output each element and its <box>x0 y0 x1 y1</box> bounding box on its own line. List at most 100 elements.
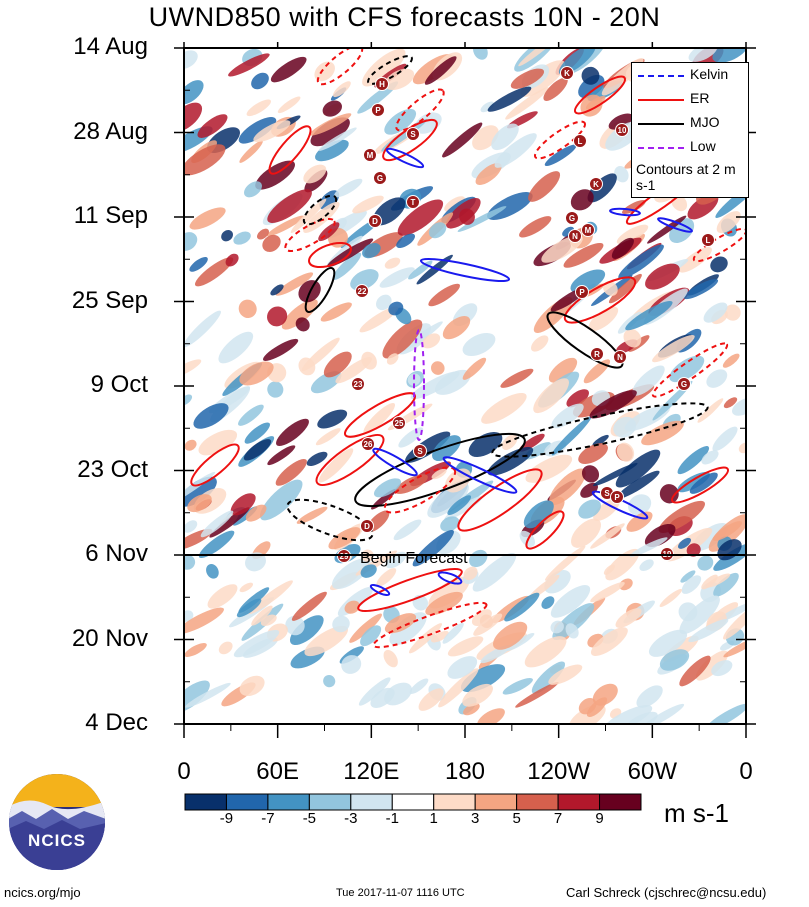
wind-anomaly-patch <box>528 171 561 202</box>
storm-marker-dot <box>565 211 579 225</box>
wind-anomaly-patch <box>309 113 352 136</box>
colorbar-swatch <box>308 793 352 811</box>
wind-anomaly-patch <box>262 234 281 252</box>
colorbar-level-label: -3 <box>344 810 358 827</box>
wind-anomaly-patch <box>207 584 238 609</box>
colorbar-level-label: 3 <box>471 810 480 827</box>
x-tick-label: 120E <box>343 758 400 785</box>
wind-anomaly-patch <box>544 144 577 166</box>
storm-marker-dot <box>406 195 420 209</box>
wind-anomaly-patch <box>581 465 600 483</box>
wind-anomaly-patch <box>616 442 635 462</box>
wind-anomaly-patch <box>504 592 540 622</box>
storm-marker-dot <box>701 233 715 247</box>
wind-anomaly-patch <box>588 306 619 332</box>
wind-anomaly-patch <box>318 127 357 151</box>
colorbar-swatch <box>599 793 642 811</box>
wind-anomaly-patch <box>193 403 229 429</box>
wind-anomaly-patch <box>323 674 336 688</box>
wind-anomaly-patch <box>697 398 724 423</box>
y-tick-label: 25 Sep <box>71 286 148 314</box>
wind-anomaly-patch <box>625 711 658 724</box>
wind-anomaly-patch <box>198 429 238 456</box>
wind-anomaly-patch <box>259 479 303 521</box>
contour <box>315 434 385 486</box>
wind-anomaly-patch <box>462 357 487 380</box>
wind-anomaly-patch <box>266 215 304 237</box>
storm-marker-label: S <box>417 447 423 456</box>
wind-anomaly-patch <box>583 359 611 384</box>
wind-anomaly-patch <box>494 133 537 168</box>
colorbar-level-label: -1 <box>385 810 399 827</box>
wind-anomaly-patch <box>239 582 254 593</box>
storm-marker: 23 <box>351 377 365 391</box>
legend-item-mjo: MJO <box>632 113 748 133</box>
wind-anomaly-patch <box>616 470 660 499</box>
contour <box>308 241 352 269</box>
wind-anomaly-patch <box>652 334 695 363</box>
storm-marker-label: N <box>572 232 578 241</box>
wind-anomaly-patch <box>713 572 739 597</box>
legend: Kelvin ER MJO Low Contours at 2 m s-1 <box>631 62 749 198</box>
legend-label-er: ER <box>690 90 710 106</box>
kelvin-contour <box>385 147 425 169</box>
storm-marker-label: 23 <box>354 380 363 389</box>
storm-marker-dot <box>613 350 627 364</box>
kelvin-contour <box>437 571 463 585</box>
wind-anomaly-patch <box>550 620 564 634</box>
logo-text: NCICS <box>28 831 86 850</box>
wind-anomaly-patch <box>185 682 231 708</box>
wind-anomaly-patch <box>723 397 738 409</box>
wind-anomaly-patch <box>184 520 198 533</box>
storm-marker: M <box>363 148 377 162</box>
wind-anomaly-patch <box>592 434 609 447</box>
storm-marker-dot <box>677 377 691 391</box>
wind-anomaly-patch <box>315 139 349 162</box>
wind-anomaly-patch <box>239 675 265 697</box>
wind-anomaly-patch <box>549 468 586 506</box>
low-contour <box>413 329 425 441</box>
wind-anomaly-patch <box>187 494 212 513</box>
contour <box>491 402 709 458</box>
wind-anomaly-patch <box>200 510 234 538</box>
wind-anomaly-patch <box>246 99 271 117</box>
wind-anomaly-patch <box>481 392 527 424</box>
x-tick-label: 0 <box>739 758 753 785</box>
storm-markers: HPSMGTD2223KLK10GNMLPRNG2625SD29SP19 <box>337 66 715 563</box>
wind-anomaly-patch <box>379 267 415 288</box>
wind-anomaly-patch <box>614 166 629 183</box>
wind-anomaly-patch <box>462 683 493 707</box>
wind-anomaly-patch <box>493 621 528 650</box>
wind-anomaly-patch <box>394 474 428 494</box>
wind-anomaly-patch <box>444 496 483 521</box>
wind-anomaly-patch <box>438 668 479 708</box>
storm-marker-label: D <box>372 217 378 226</box>
wind-anomaly-patch <box>705 573 731 588</box>
storm-marker-dot <box>361 437 375 451</box>
wind-anomaly-patch <box>510 68 545 89</box>
x-tick-label: 180 <box>444 758 486 785</box>
storm-marker: N <box>568 229 582 243</box>
storm-marker: D <box>368 214 382 228</box>
wind-anomaly-patch <box>462 332 496 357</box>
colorbar-swatch <box>557 793 601 811</box>
wind-anomaly-patch <box>184 643 207 657</box>
wind-anomaly-patch <box>270 56 307 83</box>
footer-author: Carl Schreck (cjschrec@ncsu.edu) <box>566 885 767 900</box>
wind-anomaly-patch <box>518 48 559 67</box>
wind-anomaly-patch <box>571 518 601 548</box>
wind-anomaly-patch <box>695 650 729 681</box>
contour <box>367 55 413 85</box>
wind-anomaly-patch <box>639 559 654 571</box>
colorbar-swatch <box>391 793 435 811</box>
wind-anomaly-patch <box>344 600 360 614</box>
contour <box>284 217 336 253</box>
wind-anomaly-patch <box>251 72 269 90</box>
storm-marker: G <box>677 377 691 391</box>
storm-marker-label: R <box>594 350 600 359</box>
wind-anomaly-patch <box>332 81 351 98</box>
wind-anomaly-patch <box>310 117 350 147</box>
wind-anomaly-patch <box>408 623 443 654</box>
wind-anomaly-patch <box>592 683 618 706</box>
